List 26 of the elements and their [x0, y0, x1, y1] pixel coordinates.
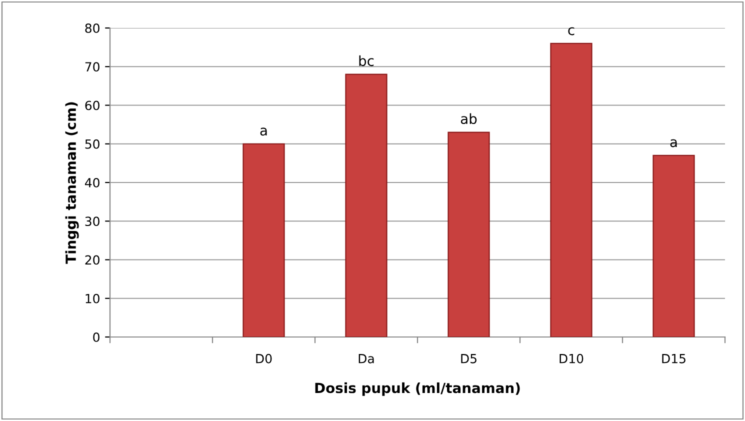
- bar: [448, 132, 490, 337]
- annotation: bc: [359, 55, 374, 66]
- annotation: ab: [460, 113, 477, 124]
- y-tick-label: 40: [84, 178, 100, 188]
- bar: [345, 74, 388, 337]
- y-tick-label: 60: [85, 100, 100, 110]
- bar: [242, 143, 285, 337]
- x-tick-label: D15: [662, 354, 686, 364]
- x-tick-label: D5: [461, 354, 476, 364]
- y-tick-label: 20: [85, 255, 100, 265]
- y-tick-label: 70: [85, 62, 100, 72]
- y-tick-label: 0: [93, 332, 100, 342]
- y-tick-label: 80: [85, 23, 100, 33]
- y-tick-label: 10: [86, 294, 100, 304]
- annotation: c: [568, 27, 574, 36]
- x-axis-title: Dosis pupuk (ml/tanaman): [315, 382, 520, 396]
- annotation: a: [260, 128, 267, 136]
- y-tick-label: 30: [85, 216, 100, 226]
- x-tick-label: Da: [358, 354, 374, 364]
- bar: [652, 154, 695, 337]
- annotation: a: [670, 139, 677, 148]
- y-tick-label: 50: [85, 139, 100, 149]
- bar: [550, 42, 592, 337]
- y-axis-title: Tinggi tanaman (cm): [65, 102, 79, 264]
- x-tick-label: D10: [560, 354, 584, 364]
- x-tick-label: D0: [256, 354, 272, 364]
